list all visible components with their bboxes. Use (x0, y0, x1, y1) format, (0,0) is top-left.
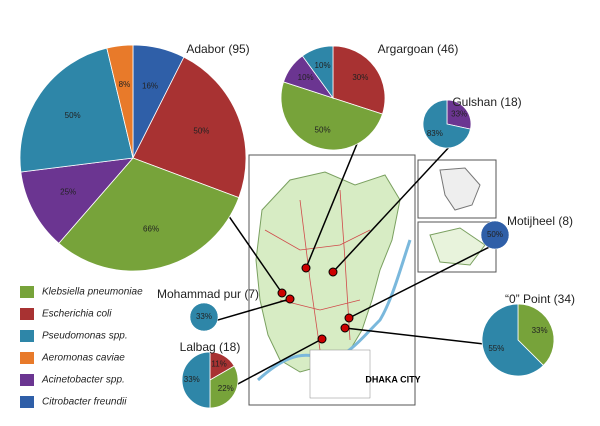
legend-label: Aeromonas caviae (41, 353, 125, 364)
legend-label: Klebsiella pneumoniae (42, 287, 143, 298)
inset-shape (439, 167, 481, 211)
slice-label: 33% (196, 312, 212, 321)
legend-swatch (20, 352, 34, 364)
pie-slice (19, 47, 134, 173)
slice-label: 50% (315, 125, 331, 134)
slice-label: 83% (427, 129, 443, 138)
pointer-arrow (213, 298, 291, 322)
legend-swatch (20, 286, 34, 298)
roads (264, 189, 371, 351)
slice-label: 50% (193, 126, 209, 135)
slice-label: 11% (211, 359, 226, 368)
pie-title: Argargoan (46) (378, 42, 459, 56)
pie-slice (332, 45, 386, 115)
pie-slice (189, 302, 219, 332)
legend-swatch (20, 396, 34, 408)
pie-title: Mohammad pur (7) (157, 287, 259, 301)
pie-title: Lalbag (18) (180, 340, 241, 354)
legend-label: Escherichia coli (42, 309, 112, 320)
pie-slice (181, 351, 211, 409)
pie-slice (301, 45, 334, 100)
slice-label: 33% (184, 375, 200, 384)
pointer-arrow (348, 238, 506, 319)
site-pin (317, 334, 327, 344)
slice-label: 22% (218, 384, 234, 393)
pie-slice (20, 157, 134, 244)
pie-slice (517, 303, 555, 367)
pie-slice (480, 220, 510, 250)
slice-label: 50% (487, 230, 503, 239)
slice-label: 30% (352, 73, 368, 82)
site-pin (301, 263, 311, 273)
map-label: DHAKA CITY (365, 374, 420, 384)
pie-slice (481, 303, 545, 377)
slice-label: 16% (142, 82, 158, 91)
slice-label: 25% (60, 188, 76, 197)
slice-label: 10% (315, 61, 331, 70)
pie-title: “0” Point (34) (505, 292, 575, 306)
river (256, 239, 412, 382)
pie-slice (446, 99, 472, 130)
slice-label: 10% (298, 73, 314, 82)
site-pin (285, 294, 295, 304)
legend-swatch (20, 308, 34, 320)
legend-label: Citrobacter freundii (42, 397, 127, 408)
legend-label: Pseudomonas spp. (42, 331, 128, 342)
map-key (309, 349, 371, 399)
slice-label: 55% (488, 344, 504, 353)
pie-title: Gulshan (18) (452, 95, 521, 109)
slice-label: 33% (451, 109, 467, 118)
pie-slice (422, 99, 471, 149)
slice-label: 50% (65, 111, 81, 120)
pie-title: Adabor (95) (186, 42, 249, 56)
site-pin (277, 288, 287, 298)
pie-slice (280, 81, 383, 151)
pie-title: Motijheel (8) (507, 214, 573, 228)
pie-slice (209, 365, 239, 409)
pointer-arrow (229, 338, 323, 390)
slice-label: 33% (532, 326, 548, 335)
map: DHAKA CITY (248, 154, 497, 406)
site-pin (344, 313, 354, 323)
city-area (255, 171, 401, 373)
pie-slice (132, 56, 247, 199)
pointer-arrow (332, 130, 465, 273)
legend-swatch (20, 330, 34, 342)
site-pin (340, 323, 350, 333)
site-pin (328, 267, 338, 277)
slice-label: 8% (119, 80, 131, 89)
legend-label: Acinetobacter spp. (41, 375, 125, 386)
pie-slice (58, 157, 240, 272)
legend-swatch (20, 374, 34, 386)
slice-label: 66% (143, 224, 159, 233)
pie-slice (106, 44, 134, 159)
